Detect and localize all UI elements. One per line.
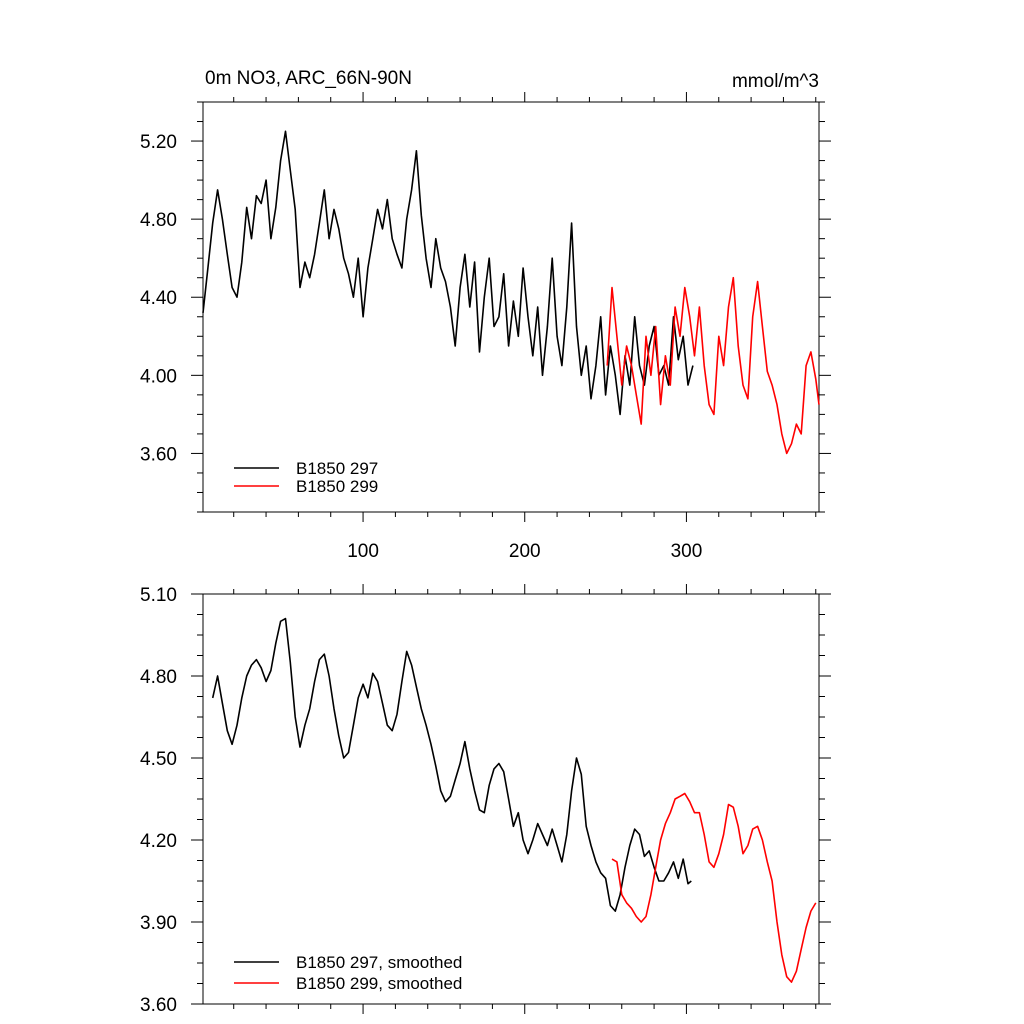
top-x-tick-label: 100 — [347, 541, 379, 562]
top-y-tick-label: 3.60 — [140, 444, 177, 465]
bottom-y-tick-label: 4.20 — [140, 831, 177, 852]
bottom-series-lines — [211, 617, 817, 983]
bottom-series-line-1 — [211, 617, 692, 912]
top-y-tick-label: 4.40 — [140, 288, 177, 309]
top-x-tick-label: 300 — [671, 541, 703, 562]
top-series-line-1 — [202, 130, 694, 416]
top-legend-label-1: B1850 297 — [296, 459, 378, 478]
bottom-legend-label-2: B1850 299, smoothed — [296, 974, 462, 993]
top-y-tick-label: 4.00 — [140, 366, 177, 387]
bottom-series-line-2 — [611, 792, 817, 983]
bottom-y-tick-label: 4.80 — [140, 667, 177, 688]
bottom-panel: 3.60 3.90 4.20 4.50 4.80 5.10 B1850 297, smoo… — [140, 584, 831, 1016]
bottom-legend: B1850 297, smoothed B1850 299, smoothed — [234, 953, 462, 993]
bottom-plot-frame — [202, 593, 820, 1005]
top-chart-title: 0m NO3, ARC_66N-90N — [205, 68, 412, 89]
top-units-label: mmol/m^3 — [732, 71, 819, 92]
top-y-tick-label: 5.20 — [140, 132, 177, 153]
top-y-tick-label: 4.80 — [140, 210, 177, 231]
bottom-y-tick-label: 5.10 — [140, 585, 177, 606]
bottom-y-tick-label: 3.90 — [140, 913, 177, 934]
top-series-lines — [202, 130, 820, 455]
bottom-legend-label-1: B1850 297, smoothed — [296, 953, 462, 972]
top-plot-frame — [202, 101, 820, 513]
top-ticks: 100 200 300 3.60 4.00 4.40 4.80 5.20 — [140, 92, 831, 562]
top-x-tick-label: 200 — [509, 541, 541, 562]
top-series-line-2 — [606, 276, 820, 455]
top-legend-label-2: B1850 299 — [296, 477, 378, 496]
top-panel: 0m NO3, ARC_66N-90N mmol/m^3 100 200 300 3.… — [140, 68, 831, 562]
bottom-y-tick-label: 3.60 — [140, 995, 177, 1016]
bottom-y-tick-label: 4.50 — [140, 749, 177, 770]
bottom-ticks: 3.60 3.90 4.20 4.50 4.80 5.10 — [140, 584, 831, 1016]
